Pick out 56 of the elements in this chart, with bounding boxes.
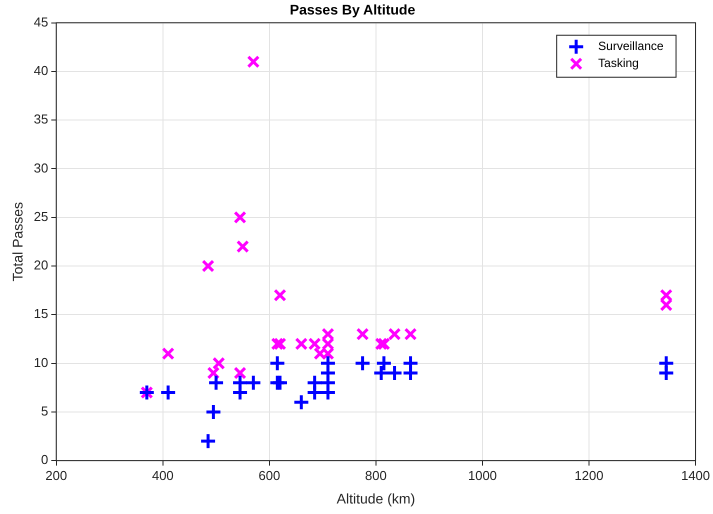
x-tick-label: 1000 — [468, 468, 497, 483]
point — [274, 288, 286, 302]
legend-label: Surveillance — [598, 39, 664, 54]
point — [319, 354, 336, 372]
point — [206, 366, 220, 380]
x-tick-label: 800 — [365, 468, 387, 483]
point — [244, 374, 262, 392]
x-tick-label: 200 — [45, 468, 68, 483]
point — [314, 347, 326, 360]
y-axis-title: Total Passes — [9, 202, 26, 282]
point — [356, 328, 370, 341]
y-tick-label: 25 — [34, 208, 48, 224]
point — [372, 364, 390, 382]
y-tick-label: 35 — [34, 112, 48, 127]
point — [374, 337, 388, 350]
point — [160, 384, 177, 401]
point — [232, 384, 249, 401]
x-axis-title: Altitude (km) — [336, 490, 416, 506]
chart-title: Passes By Altitude — [290, 1, 416, 18]
y-tick-label: 40 — [34, 63, 48, 78]
x-tick-label: 400 — [152, 468, 174, 483]
y-tick-label: 20 — [34, 258, 48, 273]
point — [306, 374, 324, 392]
point — [202, 260, 215, 272]
point — [270, 337, 284, 350]
y-tick-label: 5 — [41, 404, 48, 419]
point — [234, 210, 247, 224]
point — [234, 366, 247, 380]
point — [404, 328, 417, 341]
x-tick-label: 600 — [258, 468, 280, 483]
point — [162, 347, 175, 360]
x-tick-label: 1400 — [681, 468, 710, 483]
point — [246, 55, 260, 68]
x-tick-label: 1200 — [574, 468, 604, 483]
point — [200, 432, 217, 450]
point — [272, 374, 289, 392]
y-tick-label: 15 — [34, 306, 48, 322]
point — [236, 240, 250, 254]
point — [388, 328, 401, 341]
point — [658, 354, 675, 372]
point — [292, 394, 310, 411]
legend-label: Tasking — [598, 56, 639, 70]
y-tick-label: 10 — [34, 354, 48, 370]
point — [308, 337, 322, 350]
point — [212, 356, 226, 370]
point — [268, 354, 286, 372]
y-tick-label: 30 — [34, 160, 48, 176]
point — [377, 337, 390, 350]
y-tick-label: 45 — [34, 14, 48, 30]
y-tick-label: 0 — [41, 452, 48, 468]
point — [402, 354, 420, 372]
point — [274, 337, 286, 350]
point — [204, 403, 222, 420]
point — [354, 354, 372, 372]
point — [294, 337, 308, 350]
point — [208, 374, 225, 392]
